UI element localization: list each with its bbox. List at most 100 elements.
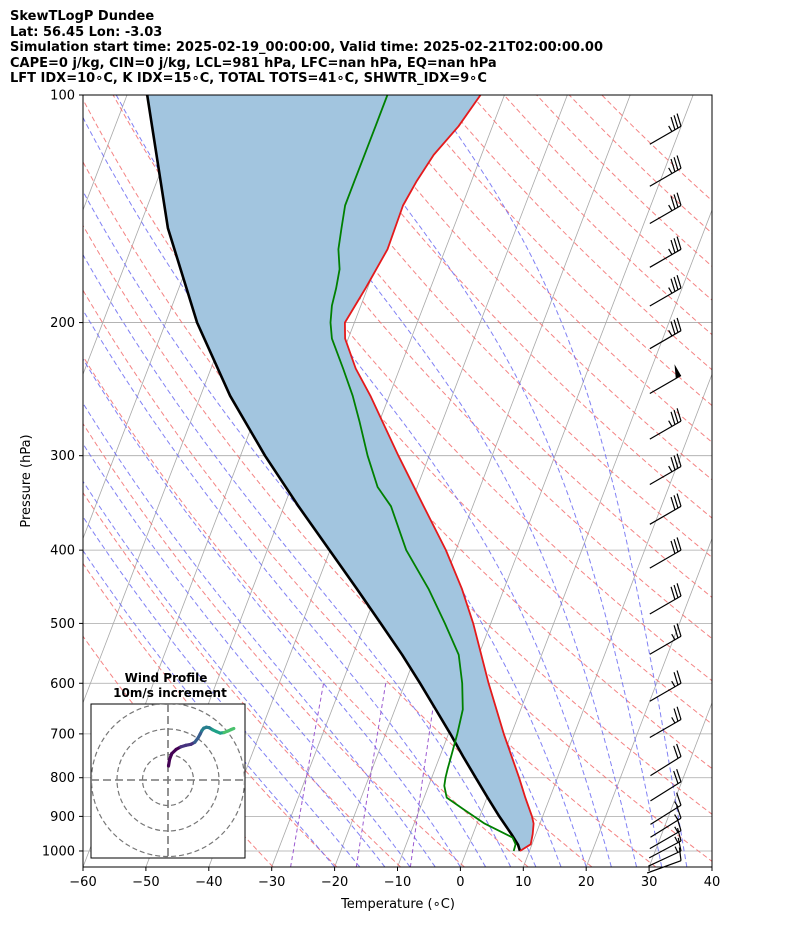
y-tick-label: 200	[50, 316, 75, 331]
wind-barb-half-flag	[674, 826, 679, 833]
wind-barb-half-flag	[668, 248, 673, 255]
x-tick-label: −30	[258, 875, 285, 890]
wind-barb-half-flag	[671, 633, 676, 641]
wind-barb	[649, 706, 682, 739]
wind-barb-flag	[673, 672, 679, 686]
wind-barb-flag	[678, 847, 682, 861]
wind-barb	[649, 453, 682, 485]
wind-barb-half-flag	[668, 420, 673, 427]
wind-barb-flag	[676, 408, 682, 422]
x-tick-label: −10	[384, 875, 411, 890]
wind-barb-staff	[649, 167, 682, 187]
wind-barb-flag	[676, 670, 682, 684]
moist-adiabat-line	[83, 549, 335, 867]
y-tick-label: 700	[50, 727, 75, 742]
isotherm-line	[522, 373, 712, 867]
dry-adiabat-line	[177, 95, 712, 682]
wind-barb-flag	[673, 157, 679, 171]
wind-barb-flag	[673, 708, 679, 722]
moist-adiabat-line	[170, 95, 612, 867]
wind-barb-flag	[670, 239, 676, 253]
x-tick-label: 40	[704, 875, 721, 890]
wind-barb-staff	[650, 817, 682, 838]
wind-barb-flag	[670, 116, 676, 130]
wind-barb-flag	[673, 584, 679, 598]
x-tick-label: −50	[132, 875, 159, 890]
wind-barb-flag	[670, 540, 676, 554]
wind-barb	[650, 768, 682, 802]
wind-barb-flag	[676, 317, 682, 331]
wind-barb-flag	[676, 236, 682, 250]
wind-barb	[649, 493, 682, 525]
wind-barb	[649, 113, 682, 145]
dry-adiabat-line	[83, 491, 401, 867]
isotherm-line	[397, 95, 694, 867]
wind-barb-staff	[649, 830, 682, 850]
wind-barb-staff	[648, 850, 682, 867]
wind-barb-staff	[650, 756, 682, 777]
wind-barb-flag	[673, 495, 679, 509]
wind-barb-flag	[676, 827, 682, 842]
y-tick-label: 100	[50, 89, 75, 104]
wind-barb-staff	[649, 718, 682, 739]
wind-barb-flag	[676, 743, 682, 757]
isotherm-line	[271, 95, 568, 867]
mixing-ratio-line	[355, 683, 387, 867]
wind-barb-flag	[670, 411, 676, 425]
wind-barb-staff	[649, 330, 682, 350]
wind-barb-flag	[676, 583, 682, 597]
x-tick-label: 0	[456, 875, 464, 890]
wind-barb-half-flag	[668, 330, 673, 337]
y-tick-label: 800	[50, 771, 75, 786]
dry-adiabat-line	[373, 95, 712, 443]
stability-parameters: CAPE=0 j/kg, CIN=0 j/kg, LCL=981 hPa, LF…	[10, 55, 497, 71]
simulation-times: Simulation start time: 2025-02-19_00:00:…	[10, 40, 603, 56]
wind-barb	[649, 364, 682, 395]
dry-adiabat-line	[308, 95, 712, 519]
station-coordinates: Lat: 56.45 Lon: -3.03	[10, 24, 163, 40]
wind-barb-flag	[673, 115, 679, 129]
temperature-profile-line	[344, 95, 535, 852]
moist-adiabat-line	[83, 253, 512, 867]
dry-adiabat-line	[83, 562, 338, 867]
wind-barb-half-flag	[671, 680, 676, 688]
moist-adiabat-line	[429, 95, 688, 867]
wind-barb-staff	[649, 125, 682, 145]
wind-barb-staff	[649, 420, 682, 440]
wind-barb-staff	[649, 505, 682, 525]
wind-barb-staff	[649, 595, 682, 615]
x-axis-label: Temperature (∘C)	[340, 897, 455, 912]
wind-barb	[649, 236, 682, 268]
wind-barb	[649, 537, 682, 569]
x-tick-label: −40	[195, 875, 222, 890]
wind-barb-half-flag	[671, 717, 676, 724]
wind-barb-flag	[676, 537, 682, 551]
wind-barb-staff	[649, 248, 682, 268]
moist-adiabat-line	[83, 442, 411, 867]
wind-barb-flag	[676, 792, 682, 806]
isotherm-line	[334, 95, 631, 867]
wind-barb-flag	[673, 745, 679, 759]
dewpoint-profile-line	[329, 95, 517, 852]
wind-barb-staff	[650, 804, 682, 825]
dry-adiabat-line	[340, 95, 712, 481]
moist-adiabat-line	[238, 95, 637, 867]
x-tick-label: −60	[69, 875, 96, 890]
chart-header: SkewTLogP Dundee Lat: 56.45 Lon: -3.03 S…	[10, 9, 603, 87]
dry-adiabat-line	[536, 95, 712, 268]
wind-barb-flag	[673, 194, 679, 208]
moist-adiabat-line	[83, 358, 461, 867]
wind-barb-half-flag	[674, 801, 679, 808]
y-tick-label: 300	[50, 449, 75, 464]
wind-barb-staff	[649, 635, 682, 655]
y-axis-label: Pressure (hPa)	[19, 434, 34, 527]
wind-barb-staff	[649, 287, 682, 307]
wind-barb-half-flag	[668, 204, 673, 212]
wind-barb	[649, 670, 682, 702]
wind-barb-flag	[676, 113, 682, 127]
wind-barb-half-flag	[668, 287, 673, 294]
moist-adiabat-line	[83, 480, 386, 867]
dry-adiabat-line	[83, 355, 529, 867]
isotherm-line	[0, 95, 1, 867]
wind-barb	[650, 743, 682, 777]
